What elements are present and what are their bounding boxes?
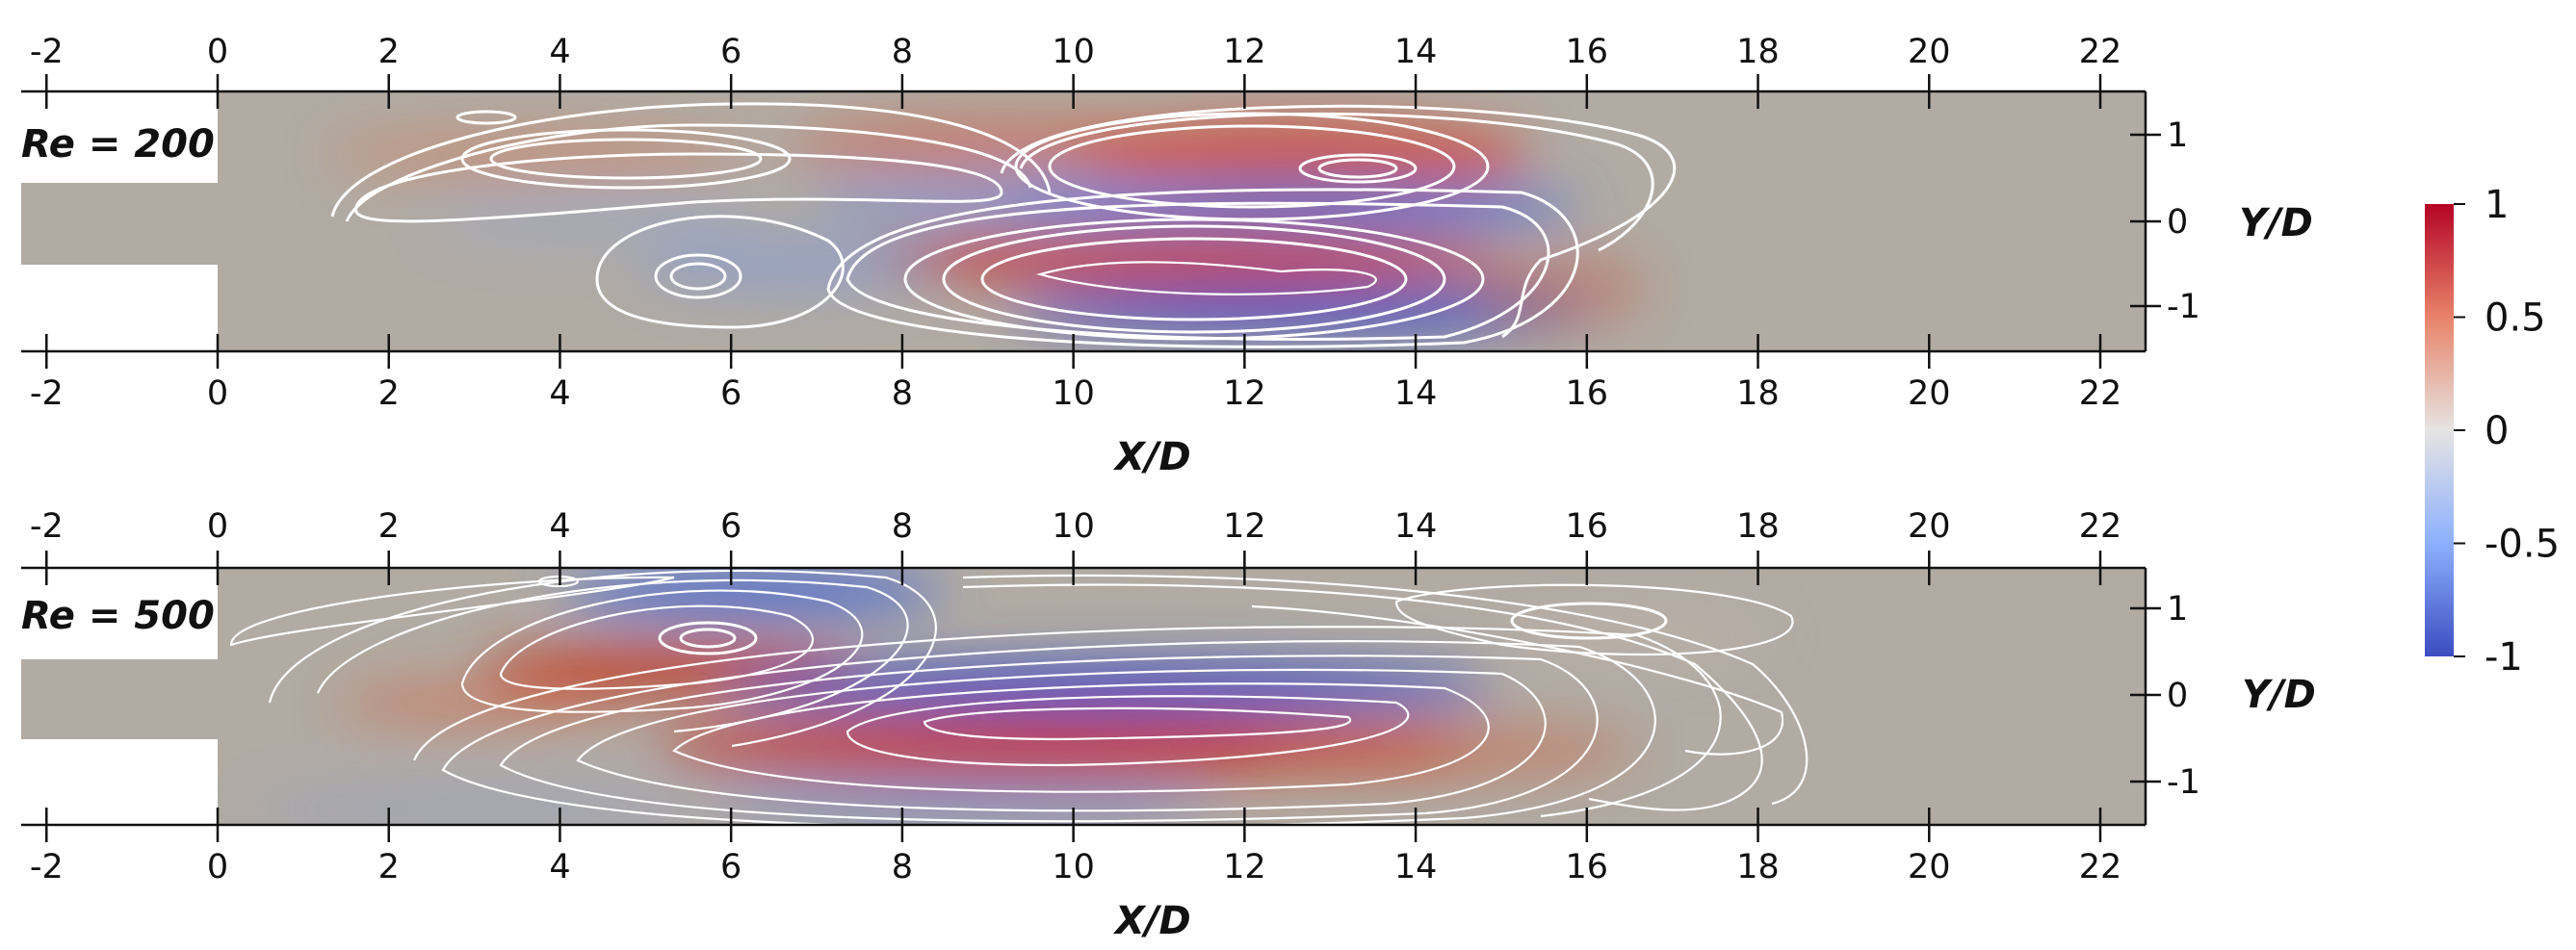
x-tick-label: 20 [1908,507,1951,546]
x-tick-label: 8 [892,507,913,546]
x-ticks-top-re500: -2 0 2 4 6 8 10 12 14 16 18 20 22 [30,507,2121,585]
x-tick-label: 12 [1223,374,1266,413]
x-tick-label: 4 [549,374,570,413]
x-tick-label: 20 [1908,374,1951,413]
field-map-re500 [21,568,2146,825]
x-ticks-bottom-re200: -2 0 2 4 6 8 10 12 14 16 18 20 22 [30,334,2121,413]
x-tick-label: 10 [1052,33,1095,71]
colorbar-tick-label: -0.5 [2485,523,2560,567]
x-tick-label: 22 [2079,374,2122,413]
x-tick-label: 2 [378,507,400,546]
re-label-box [17,114,218,173]
x-tick-label: 4 [549,507,570,546]
x-tick-label: 22 [2079,33,2122,71]
y-tick-label: 0 [2167,203,2188,242]
x-tick-label: -2 [30,848,64,886]
x-tick-label: 22 [2079,848,2122,886]
x-tick-label: 14 [1394,848,1438,886]
x-tick-label: 6 [720,33,742,71]
x-axis-title: X/D [1112,899,1191,943]
colorbar-tick-label: 0.5 [2485,296,2546,341]
panel-re200: Re = 200 -2 0 2 4 6 8 10 12 14 16 18 20 22 -2 0 2 4 6 8 10… [17,33,2313,479]
x-tick-label: 10 [1052,507,1095,546]
x-tick-label: 0 [207,507,228,546]
x-tick-label: 2 [378,848,400,886]
x-tick-label: 12 [1223,507,1266,546]
x-tick-label: 18 [1736,374,1780,413]
x-tick-label: 14 [1394,507,1438,546]
y-tick-label: 1 [2167,590,2188,629]
streamlines-re500 [229,569,1808,825]
y-tick-label: 0 [2167,677,2188,715]
re-label: Re = 200 [21,122,215,167]
x-tick-label: 14 [1394,374,1438,413]
x-tick-label: 20 [1908,848,1951,886]
x-tick-label: 6 [720,374,742,413]
x-ticks-bottom-re500: -2 0 2 4 6 8 10 12 14 16 18 20 22 [30,808,2121,886]
x-tick-label: 18 [1736,848,1780,886]
colorbar-tick-label: 1 [2485,183,2509,227]
x-tick-label: 18 [1736,33,1780,71]
x-tick-label: 10 [1052,374,1095,413]
field-map-re200 [21,91,2146,351]
x-tick-label: 2 [378,374,400,413]
x-tick-label: 10 [1052,848,1095,886]
x-tick-label: -2 [30,33,64,71]
colorbar-tick-label: 0 [2485,409,2509,453]
colorbar: 1 0.5 0 -0.5 -1 [2425,183,2560,680]
x-tick-label: 8 [892,848,913,886]
colorbar-gradient [2425,204,2454,656]
colorbar-ticks: 1 0.5 0 -0.5 -1 [2454,183,2560,680]
y-tick-label: -1 [2167,288,2200,326]
streamlines-re200 [330,102,1677,348]
x-tick-label: 18 [1736,507,1780,546]
x-tick-label: 8 [892,374,913,413]
x-tick-label: 12 [1223,848,1266,886]
x-tick-label: 0 [207,374,228,413]
x-tick-label: 16 [1566,374,1609,413]
x-tick-label: 4 [549,33,570,71]
x-tick-label: 14 [1394,33,1438,71]
x-tick-label: 16 [1566,33,1609,71]
x-tick-label: 12 [1223,33,1266,71]
x-tick-label: 6 [720,848,742,886]
x-tick-label: 2 [378,33,400,71]
x-tick-label: 4 [549,848,570,886]
x-tick-label: 22 [2079,507,2122,546]
x-tick-label: 0 [207,33,228,71]
panel-re500: Re = 500 -2 0 2 4 6 8 10 12 14 16 18 20 22 -2 0 2 4 6 8 10… [17,507,2316,943]
x-tick-label: 16 [1566,848,1609,886]
x-tick-label: 6 [720,507,742,546]
y-ticks-re200: 1 0 -1 [2130,116,2200,326]
y-axis-title: Y/D [2242,673,2316,717]
x-tick-label: -2 [30,374,64,413]
re-label-box [17,585,218,645]
x-ticks-top-re200: -2 0 2 4 6 8 10 12 14 16 18 20 22 [30,33,2121,109]
x-tick-label: 8 [892,33,913,71]
x-tick-label: -2 [30,507,64,546]
x-axis-title: X/D [1112,435,1191,479]
y-tick-label: 1 [2167,116,2188,155]
re-label: Re = 500 [21,594,215,638]
y-ticks-re500: 1 0 -1 [2130,590,2200,802]
x-tick-label: 16 [1566,507,1609,546]
y-tick-label: -1 [2167,763,2200,802]
x-tick-label: 0 [207,848,228,886]
colorbar-tick-label: -1 [2485,635,2523,680]
x-tick-label: 20 [1908,33,1951,71]
y-axis-title: Y/D [2239,201,2313,245]
